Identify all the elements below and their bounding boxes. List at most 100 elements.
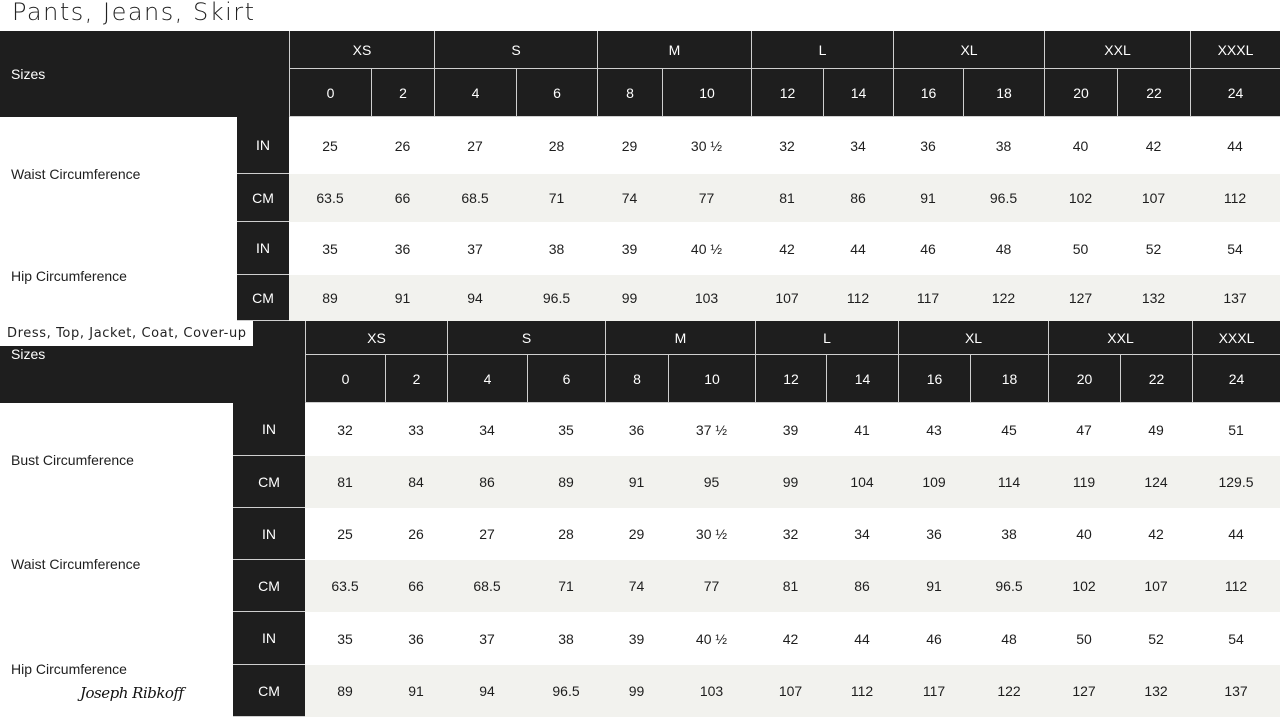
size-number-header: 4	[447, 355, 527, 403]
measurement-cell: 48	[1001, 630, 1017, 647]
measurement-cell: 86	[479, 474, 495, 490]
measurement-cell: 34	[479, 421, 495, 438]
measurement-cell: 28	[558, 526, 574, 542]
measurement-cell: 44	[1227, 137, 1243, 154]
measurement-cell: 91	[920, 190, 936, 206]
measurement-cell: 35	[322, 240, 338, 257]
measurement-cell: 50	[1072, 240, 1089, 257]
unit-label: IN	[237, 222, 289, 275]
measurement-cell: 81	[782, 578, 799, 594]
measurement-cell: 29	[628, 526, 645, 542]
size-group-header: XL	[898, 321, 1048, 355]
measurement-cell: 132	[1144, 683, 1168, 699]
measurement-cell: 96.5	[989, 190, 1018, 206]
measurement-cell: 37	[467, 240, 483, 257]
size-number-header: 12	[751, 69, 823, 117]
measurement-cell: 44	[1228, 526, 1244, 542]
measurement-cell: 52	[1148, 630, 1164, 647]
measurement-cell: 102	[1072, 578, 1096, 594]
measurement-cell: 96.5	[995, 578, 1023, 594]
size-number-header: 10	[668, 355, 755, 403]
measurement-cell: 49	[1148, 421, 1164, 438]
size-number-header: 18	[963, 69, 1044, 117]
size-number-header: 20	[1048, 355, 1120, 403]
measure-label: Hip Circumference	[11, 267, 127, 284]
measurement-cell: 36	[394, 240, 411, 257]
measurement-cell: 129.5	[1218, 474, 1254, 490]
measurement-cell: 54	[1228, 630, 1244, 647]
unit-label: IN	[237, 117, 289, 174]
size-number-header: 18	[970, 355, 1048, 403]
measurement-cell: 94	[467, 290, 483, 306]
measurement-cell: 107	[775, 290, 799, 306]
size-number-header: 22	[1117, 69, 1190, 117]
measurement-cell: 54	[1227, 240, 1243, 257]
size-number-header: 24	[1190, 69, 1280, 117]
measure-label: Hip Circumference	[11, 660, 127, 677]
measurement-cell: 137	[1224, 683, 1248, 699]
size-number-header: 8	[605, 355, 668, 403]
measurement-cell: 77	[703, 578, 720, 594]
measurement-cell: 114	[997, 474, 1021, 490]
measurement-cell: 91	[926, 578, 942, 594]
measurement-cell: 63.5	[316, 190, 344, 206]
measurement-cell: 137	[1223, 290, 1247, 306]
measurement-cell: 30 ½	[690, 137, 723, 154]
measurement-cell: 122	[991, 290, 1016, 306]
measurement-cell: 38	[558, 630, 574, 647]
measurement-cell: 71	[548, 190, 565, 206]
measurement-cell: 34	[854, 526, 870, 542]
measurement-cell: 40	[1072, 137, 1089, 154]
measurement-cell: 42	[1145, 137, 1162, 154]
size-group-header: XS	[305, 321, 447, 355]
measurement-cell: 74	[628, 578, 645, 594]
measurement-cell: 28	[548, 137, 565, 154]
unit-label: CM	[237, 275, 289, 321]
sizes-header: Sizes	[0, 31, 289, 117]
size-group-header: L	[751, 31, 893, 69]
measurement-cell: 99	[782, 474, 799, 490]
size-number-header: 0	[305, 355, 385, 403]
size-number-header: 16	[893, 69, 963, 117]
measurement-cell: 66	[394, 190, 411, 206]
measurement-cell: 81	[779, 190, 795, 206]
size-group-header: M	[597, 31, 751, 69]
measurement-cell: 124	[1144, 474, 1168, 490]
measurement-cell: 102	[1068, 190, 1093, 206]
measurement-cell: 30 ½	[695, 526, 728, 542]
size-number-header: 6	[516, 69, 597, 117]
measurement-cell: 127	[1068, 290, 1093, 306]
measurement-cell: 40	[1076, 526, 1092, 542]
measurement-cell: 89	[322, 290, 338, 306]
measurement-cell: 66	[408, 578, 424, 594]
size-group-header: XXXL	[1190, 31, 1280, 69]
measurement-cell: 38	[1001, 526, 1017, 542]
measurement-cell: 29	[621, 137, 638, 154]
measurement-cell: 44	[854, 630, 870, 647]
measurement-cell: 36	[628, 421, 645, 438]
size-group-header: L	[755, 321, 898, 355]
measurement-cell: 48	[995, 240, 1012, 257]
measurement-cell: 84	[408, 474, 424, 490]
measurement-cell: 86	[850, 190, 866, 206]
measurement-cell: 38	[995, 137, 1012, 154]
brand-signature-logo: Joseph Ribkoff	[80, 684, 184, 702]
measurement-cell: 68.5	[473, 578, 501, 594]
measurement-cell: 40 ½	[690, 240, 723, 257]
measurement-cell: 39	[621, 240, 638, 257]
measurement-cell: 42	[782, 630, 799, 647]
measurement-cell: 42	[1148, 526, 1164, 542]
size-number-header: 16	[898, 355, 970, 403]
measurement-cell: 46	[920, 240, 936, 257]
measurement-cell: 117	[922, 683, 946, 699]
size-number-header: 8	[597, 69, 662, 117]
measurement-cell: 37 ½	[695, 421, 728, 438]
measurement-cell: 95	[703, 474, 720, 490]
row-background	[289, 174, 1280, 222]
measurement-cell: 43	[926, 421, 942, 438]
size-number-header: 2	[385, 355, 447, 403]
measurement-cell: 36	[408, 630, 424, 647]
measurement-cell: 74	[621, 190, 638, 206]
measurement-cell: 36	[926, 526, 942, 542]
measurement-cell: 94	[479, 683, 495, 699]
